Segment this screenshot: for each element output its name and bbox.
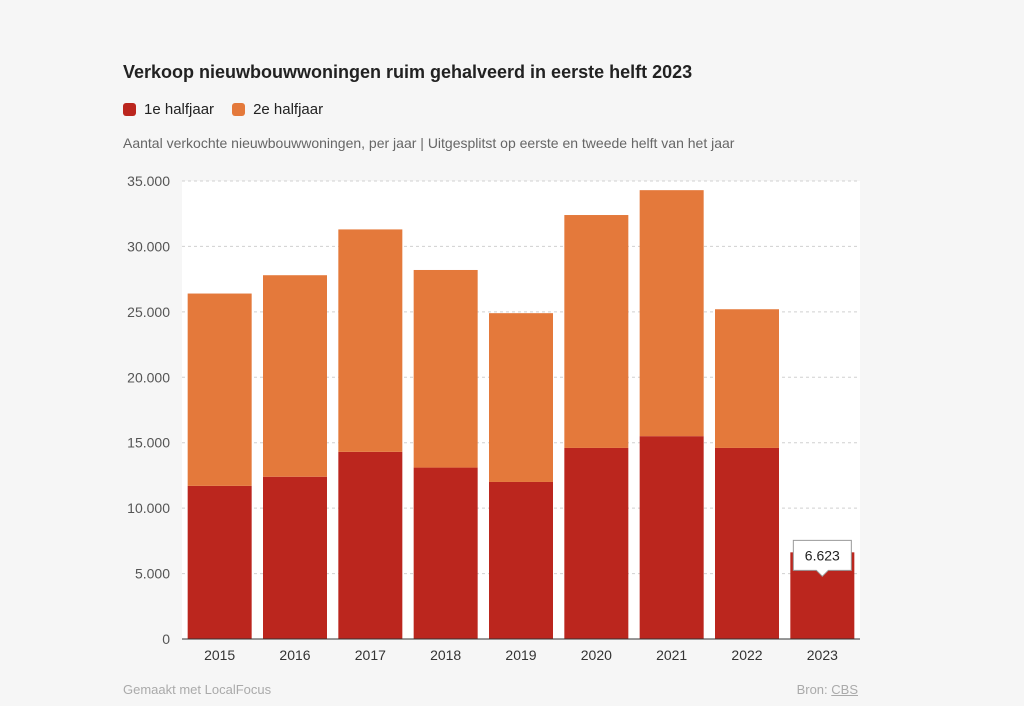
bar-2022-series-1[interactable] <box>715 447 779 639</box>
x-tick-label: 2017 <box>355 647 386 663</box>
x-tick-label: 2019 <box>505 647 536 663</box>
x-tick-label: 2020 <box>581 647 612 663</box>
legend-item-2e-halfjaar[interactable]: 2e halfjaar <box>232 101 323 118</box>
x-tick-label: 2021 <box>656 647 687 663</box>
y-tick-label: 5.000 <box>135 566 170 582</box>
y-tick-label: 35.000 <box>127 173 170 189</box>
chart-subtitle: Aantal verkochte nieuwbouwwoningen, per … <box>123 135 735 151</box>
legend: 1e halfjaar 2e halfjaar <box>123 101 323 118</box>
x-tick-label: 2023 <box>807 647 838 663</box>
bar-2017-series-1[interactable] <box>338 451 403 639</box>
y-tick-label: 10.000 <box>127 500 170 516</box>
bar-2022-series-2[interactable] <box>715 309 779 448</box>
bar-2015-series-2[interactable] <box>187 293 252 486</box>
legend-label-1e-halfjaar: 1e halfjaar <box>144 101 215 118</box>
x-tick-label: 2022 <box>731 647 762 663</box>
bar-2018-series-1[interactable] <box>413 467 478 639</box>
source-link[interactable]: CBS <box>831 682 858 697</box>
source-prefix: Bron: <box>796 682 828 697</box>
bar-2016-series-2[interactable] <box>263 275 327 477</box>
bar-2021-series-2[interactable] <box>639 190 704 437</box>
x-tick-label: 2015 <box>204 647 235 663</box>
bar-2019-series-2[interactable] <box>489 313 553 482</box>
legend-label-2e-halfjaar: 2e halfjaar <box>253 101 324 118</box>
x-tick-label: 2016 <box>279 647 310 663</box>
bar-2020-series-2[interactable] <box>564 215 629 448</box>
bar-2015-series-1[interactable] <box>187 485 252 639</box>
y-tick-label: 30.000 <box>127 238 170 254</box>
chart-title: Verkoop nieuwbouwwoningen ruim gehalveer… <box>123 62 693 82</box>
bar-2020-series-1[interactable] <box>564 447 629 639</box>
bar-2021-series-1[interactable] <box>639 436 704 639</box>
legend-swatch-1e-halfjaar <box>123 103 136 116</box>
bar-2016-series-1[interactable] <box>263 476 327 639</box>
footer-source: Bron: CBS <box>797 682 858 697</box>
value-tooltip-label: 6.623 <box>805 547 840 563</box>
y-tick-label: 0 <box>162 631 170 647</box>
bar-2018-series-2[interactable] <box>413 269 478 468</box>
legend-item-1e-halfjaar[interactable]: 1e halfjaar <box>123 101 214 118</box>
y-tick-label: 15.000 <box>127 435 170 451</box>
x-tick-label: 2018 <box>430 647 461 663</box>
y-tick-label: 20.000 <box>127 369 170 385</box>
bar-2017-series-2[interactable] <box>338 229 403 452</box>
bar-2019-series-1[interactable] <box>489 481 553 639</box>
legend-swatch-2e-halfjaar <box>232 103 246 116</box>
value-tooltip <box>792 539 852 578</box>
y-tick-label: 25.000 <box>127 304 170 320</box>
footer-credit[interactable]: Gemaakt met LocalFocus <box>123 682 272 697</box>
